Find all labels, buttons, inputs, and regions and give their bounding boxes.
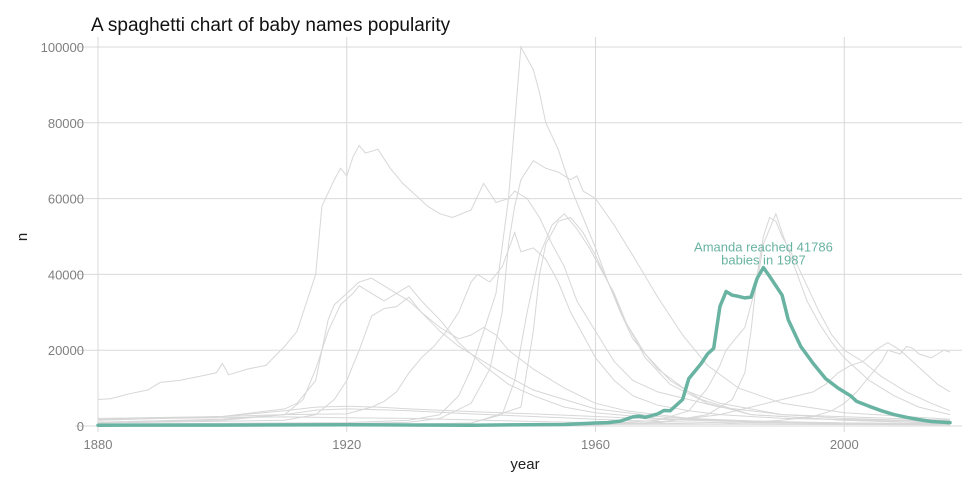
- background-series-line: [97, 231, 951, 422]
- y-tick-label: 20000: [48, 343, 84, 358]
- chart-title: A spaghetti chart of baby names populari…: [91, 15, 451, 36]
- background-series-line: [97, 277, 951, 425]
- background-series-line: [97, 285, 951, 425]
- background-series-line: [97, 405, 951, 425]
- background-series-line: [97, 345, 951, 427]
- y-axis-ticks: 0 20000 40000 60000 80000 100000: [41, 40, 84, 434]
- background-series-line: [97, 408, 951, 425]
- background-series-line: [97, 213, 951, 426]
- x-tick-label: 2000: [830, 437, 859, 452]
- x-axis-ticks: 1880 1920 1960 2000: [84, 437, 859, 452]
- x-tick-label: 1880: [84, 437, 113, 452]
- annotation-line-2: babies in 1987: [721, 252, 806, 267]
- background-series-line: [97, 212, 951, 427]
- background-series-line: [97, 216, 951, 427]
- highlight-series-line: [96, 265, 952, 427]
- background-series-group: [97, 45, 951, 427]
- chart-grid: [75, 37, 962, 432]
- background-series-line: [97, 342, 951, 427]
- background-series-line: [97, 216, 951, 426]
- y-tick-label: 60000: [48, 192, 84, 207]
- y-tick-label: 40000: [48, 267, 84, 282]
- highlight-series-group: [96, 265, 952, 427]
- annotation-line-1: Amanda reached 41786: [694, 239, 833, 254]
- y-tick-label: 100000: [41, 40, 84, 55]
- background-series-line: [97, 416, 951, 426]
- background-series-line: [97, 45, 951, 425]
- background-series-line: [97, 144, 951, 422]
- y-tick-label: 80000: [48, 116, 84, 131]
- background-series-line: [97, 296, 951, 425]
- y-tick-label: 0: [77, 419, 84, 434]
- y-axis-label: n: [14, 233, 31, 241]
- x-tick-label: 1960: [581, 437, 610, 452]
- x-axis-label: year: [510, 456, 539, 473]
- x-tick-label: 1920: [332, 437, 361, 452]
